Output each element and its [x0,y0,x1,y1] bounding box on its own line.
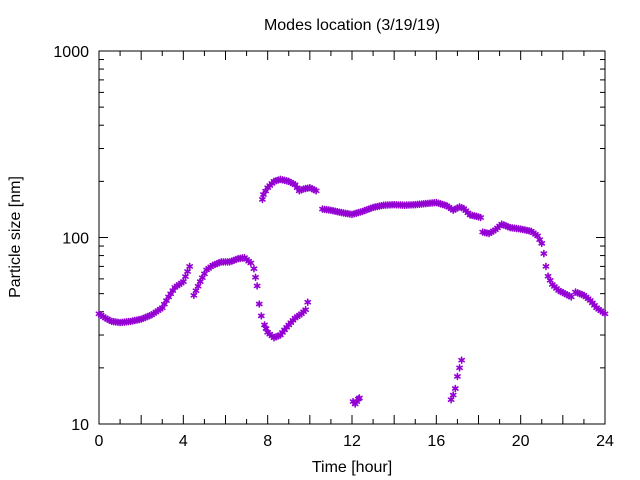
x-tick-label: 24 [596,433,614,450]
data-point [304,298,312,306]
data-point [538,239,546,248]
data-point [456,364,463,372]
data-point [179,277,187,286]
data-point [255,300,263,308]
x-axis-label: Time [hour] [312,459,392,476]
data-point [182,272,189,281]
data-point [567,293,575,301]
data-point [477,213,485,222]
chart-title: Modes location (3/19/19) [264,17,440,34]
y-tick-label: 10 [71,417,89,434]
data-point [454,372,461,381]
y-tick-label: 1000 [53,44,89,61]
data-point [258,195,266,204]
data-point [186,262,194,271]
data-point [458,356,466,364]
data-point [540,249,548,258]
x-tick-label: 20 [512,433,530,450]
y-axis-label: Particle size [nm] [7,176,24,298]
x-tick-label: 12 [343,433,361,450]
data-point [257,312,265,320]
data-point [302,305,310,314]
axes-group: 0 4 8 12 16 20 24 10 100 1000 [53,44,614,450]
x-tick-label: 8 [263,433,272,450]
data-point [449,391,457,399]
data-point [451,384,459,393]
x-tick-label: 16 [427,433,445,450]
data-point [601,309,609,318]
data-point [250,264,258,273]
data-point [252,273,259,282]
data-point [355,394,363,402]
x-tick-label: 0 [95,433,104,450]
data-point [312,186,320,195]
x-tick-label: 4 [179,433,188,450]
data-point [184,267,191,276]
y-tick-label: 100 [62,231,89,248]
data-points-group [95,175,609,408]
data-point [253,282,261,290]
data-point [542,262,550,271]
data-point [247,259,255,267]
